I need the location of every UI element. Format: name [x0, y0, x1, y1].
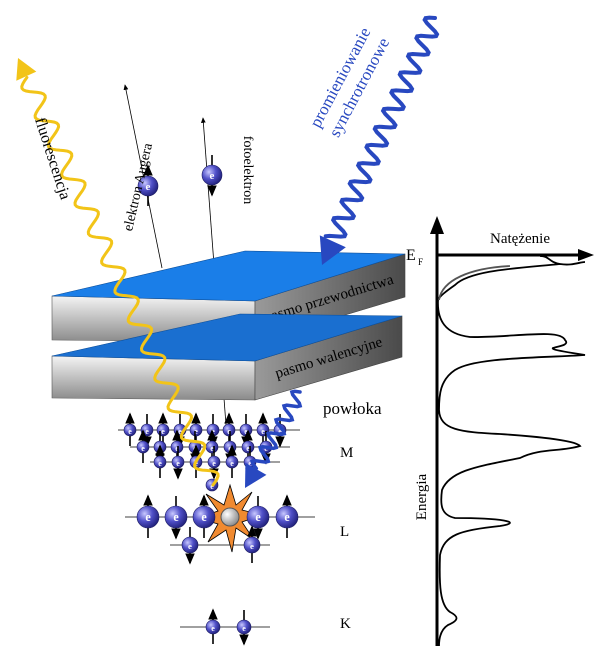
shell-l: L — [340, 524, 349, 540]
electron-label: e — [261, 427, 265, 436]
electron-label: e — [188, 541, 192, 551]
photoelectron-label: fotoelektron — [240, 136, 255, 204]
electron: e — [237, 610, 251, 644]
fluorescence-label: fluorescencja — [31, 115, 74, 201]
electron-label: e — [141, 444, 145, 453]
shell-k: K — [340, 616, 351, 632]
fermi-subscript: F — [418, 257, 423, 267]
electron-label: e — [250, 541, 254, 551]
electron-label: e — [145, 427, 149, 436]
electron: e — [137, 496, 159, 538]
shell-m: M — [340, 445, 353, 461]
electron-label: e — [176, 459, 180, 468]
electron: e — [247, 496, 269, 538]
electron-label: e — [242, 624, 246, 633]
electron-label: e — [212, 459, 216, 468]
electron: e — [124, 414, 136, 446]
electron: e — [206, 610, 220, 644]
electron-label: e — [161, 427, 165, 436]
electron: e — [202, 155, 222, 195]
diagram: pasmo przewodnictwa pasmo walencyjne eee… — [0, 0, 595, 646]
electron-label: e — [210, 170, 215, 182]
electron-label: e — [173, 510, 179, 524]
electron-label: e — [211, 624, 215, 633]
electron-label: e — [145, 510, 151, 524]
electron-label: e — [158, 459, 162, 468]
electron: e — [165, 496, 187, 538]
intensity-label: Natężenie — [490, 231, 550, 247]
electron-label: e — [230, 459, 234, 468]
energy-label: Energia — [414, 473, 430, 520]
electron-label: e — [255, 510, 261, 524]
nucleus — [221, 508, 239, 526]
electron-label: e — [284, 510, 290, 524]
fermi-label: E — [406, 247, 416, 264]
electron-label: e — [201, 510, 207, 524]
electron: e — [276, 496, 298, 538]
shell-label: powłoka — [323, 399, 382, 418]
electron: e — [182, 527, 198, 563]
spectrum: E F Natężenie Energia — [406, 216, 594, 646]
electron-label: e — [128, 427, 132, 436]
